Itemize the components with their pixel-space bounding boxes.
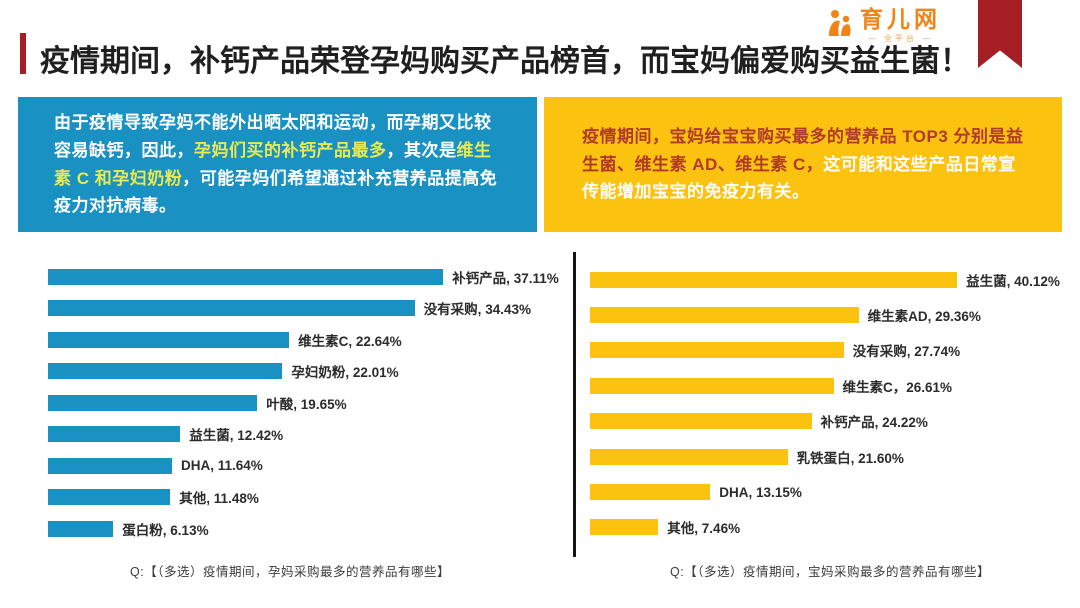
bar <box>48 426 181 443</box>
bar-row: 维生素AD, 29.36% <box>590 297 1068 332</box>
bar <box>48 457 172 474</box>
bar-label: 没有采购, 27.74% <box>852 344 961 360</box>
bar <box>590 377 834 394</box>
bar <box>590 342 844 359</box>
logo-name: 育儿网 <box>860 6 941 32</box>
insight-text-segment: 疫情期间，宝妈给宝宝购买最多的营养品 TOP3 分别是益生菌、维生素 AD、维生… <box>582 127 1024 174</box>
bar-label: 其他, 11.48% <box>179 491 259 507</box>
insight-text-segment: 孕妈们买的补钙产品最多 <box>194 140 387 160</box>
bar-row: 没有采购, 27.74% <box>590 333 1068 368</box>
logo-text: 育儿网 — 全平台 — <box>860 8 941 44</box>
chart-right-caption: Q:【（多选）疫情期间，宝妈采购最多的营养品有哪些】 <box>670 565 990 579</box>
bar-row: 补钙产品, 37.11% <box>48 261 559 293</box>
bar-label: 乳铁蛋白, 21.60% <box>796 450 904 466</box>
bar-row: 叶酸, 19.65% <box>48 387 553 419</box>
bar-label: 其他, 7.46% <box>667 521 741 537</box>
bar <box>48 363 283 380</box>
bar-label: 叶酸, 19.65% <box>266 396 347 412</box>
insight-text-segment: ，其次是 <box>386 140 457 160</box>
bar-row: 乳铁蛋白, 21.60% <box>590 439 1068 474</box>
bar-row: 益生菌, 12.42% <box>48 419 553 451</box>
bar <box>48 331 290 348</box>
bar <box>48 300 415 317</box>
bar-row: 没有采购, 34.43% <box>48 293 553 325</box>
bar <box>590 519 659 536</box>
yuer-logo: 育儿网 — 全平台 — <box>826 8 941 44</box>
insight-text-baby-moms: 疫情期间，宝妈给宝宝购买最多的营养品 TOP3 分别是益生菌、维生素 AD、维生… <box>544 123 1062 206</box>
bar-label: DHA, 11.64% <box>181 458 263 474</box>
bar <box>590 448 788 465</box>
bar-row: DHA, 13.15% <box>590 474 1068 509</box>
bar-row: 孕妇奶粉, 22.01% <box>48 356 553 388</box>
bar-label: 孕妇奶粉, 22.01% <box>291 365 399 381</box>
bar-row: DHA, 11.64% <box>48 450 553 482</box>
bar-row: 维生素C, 22.64% <box>48 324 553 356</box>
bar-label: 补钙产品, 37.11% <box>452 270 559 286</box>
bar <box>590 413 812 430</box>
chart-left-caption: Q:【（多选）疫情期间，孕妈采购最多的营养品有哪些】 <box>130 565 450 579</box>
chart-baby-moms-purchases: 益生菌, 40.12% 维生素AD, 29.36% 没有采购, 27.74% 维生素C… <box>573 252 1068 557</box>
parent-child-icon <box>829 10 851 36</box>
bar-label: 益生菌, 40.12% <box>966 273 1060 289</box>
title-accent-bar <box>20 33 26 74</box>
insight-text-segment: 维生素 C 和孕妇奶粉 <box>54 140 492 188</box>
chart-pregnant-moms-purchases: 补钙产品, 37.11% 没有采购, 34.43% 维生素C, 22.64% 孕妇奶粉… <box>48 261 559 545</box>
bar-row: 补钙产品, 24.22% <box>590 404 1068 439</box>
bookmark-ribbon-icon <box>978 0 1022 68</box>
bar-label: 维生素C，26.61% <box>842 379 953 395</box>
logo-subtext: — 全平台 — <box>867 34 934 43</box>
bar <box>48 268 444 285</box>
insight-box-baby-moms: 疫情期间，宝妈给宝宝购买最多的营养品 TOP3 分别是益生菌、维生素 AD、维生… <box>544 97 1062 232</box>
bar <box>48 520 114 537</box>
bar-label: 没有采购, 34.43% <box>423 302 531 318</box>
insight-box-pregnant-moms: 由于疫情导致孕妈不能外出晒太阳和运动，而孕期又比较容易缺钙，因此，孕妈们买的补钙… <box>18 97 537 232</box>
bar <box>590 271 958 288</box>
bar <box>590 307 859 324</box>
bar <box>48 489 171 506</box>
insight-text-segment: 这可能和这些产品日常宣传能增加宝宝的免疫力有关。 <box>582 154 1016 202</box>
bar <box>48 394 258 411</box>
page-title: 疫情期间，补钙产品荣登孕妈购买产品榜首，而宝妈偏爱购买益生菌！ <box>40 45 970 78</box>
bar-label: 蛋白粉, 6.13% <box>122 522 209 538</box>
bar <box>590 484 711 501</box>
bar-row: 蛋白粉, 6.13% <box>48 513 553 545</box>
bar-label: 益生菌, 12.42% <box>189 428 284 444</box>
bar-row: 其他, 11.48% <box>48 482 553 514</box>
bar-label: 补钙产品, 24.22% <box>820 415 928 431</box>
insight-text-segment: ，可能孕妈们希望通过补充营养品提高免疫力对抗病毒。 <box>54 168 498 216</box>
insight-text-segment: 由于疫情导致孕妈不能外出晒太阳和运动，而孕期又比较容易缺钙，因此， <box>54 113 492 160</box>
bar-row: 益生菌, 40.12% <box>590 262 1068 297</box>
bar-label: 维生素AD, 29.36% <box>867 309 981 325</box>
bar-label: DHA, 13.15% <box>719 484 802 500</box>
bar-row: 维生素C，26.61% <box>590 368 1068 403</box>
bar-row: 其他, 7.46% <box>590 510 1068 545</box>
bar-label: 维生素C, 22.64% <box>298 333 402 349</box>
insight-text-pregnant-moms: 由于疫情导致孕妈不能外出晒太阳和运动，而孕期又比较容易缺钙，因此，孕妈们买的补钙… <box>18 109 537 219</box>
